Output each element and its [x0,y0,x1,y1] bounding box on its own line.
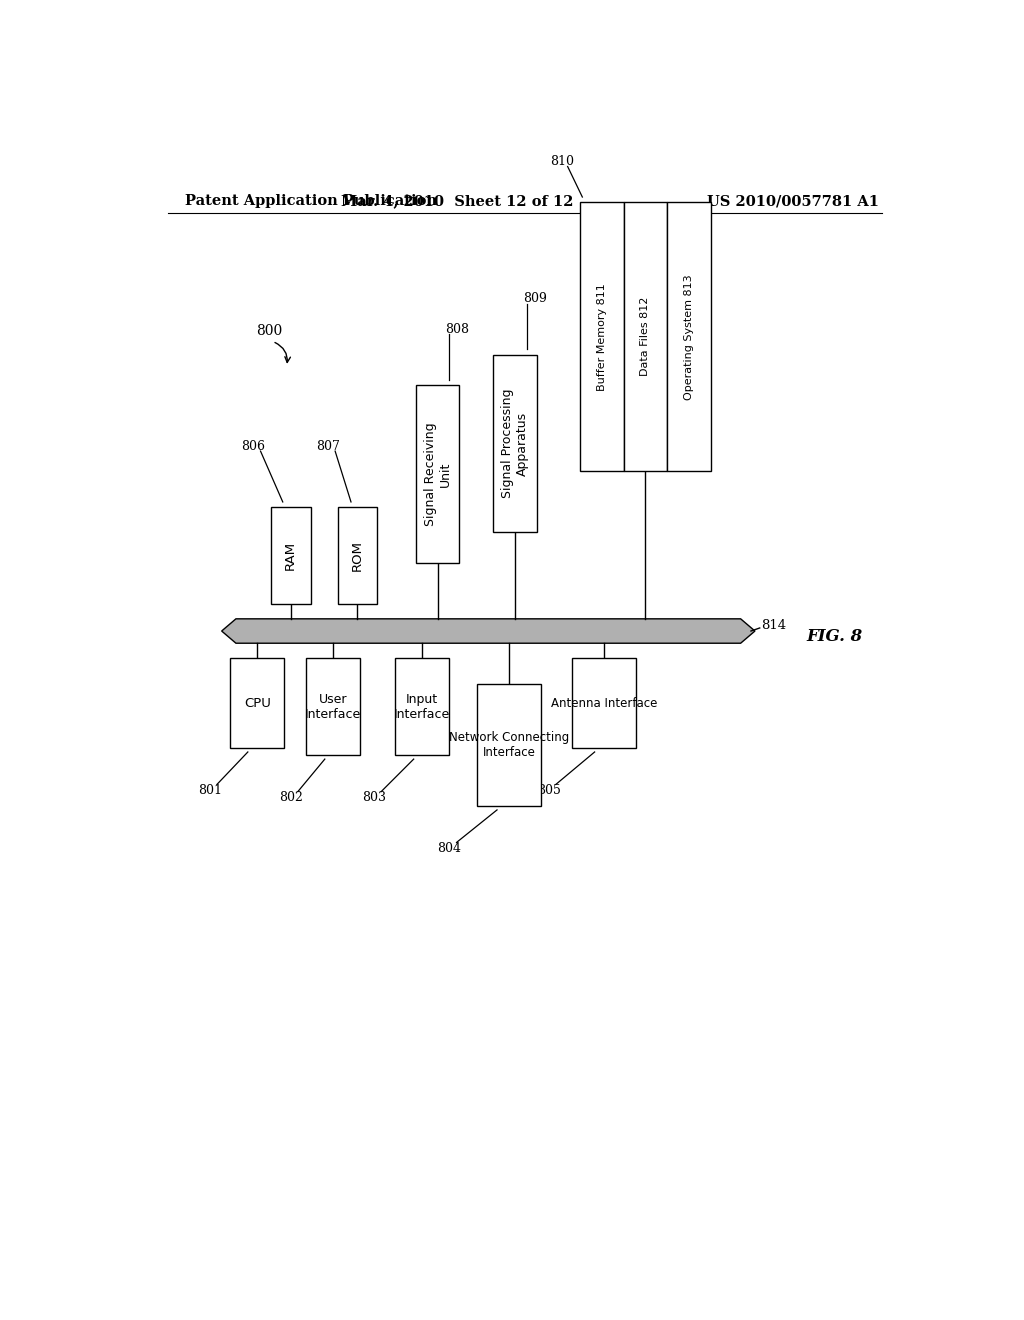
Text: CPU: CPU [244,697,270,710]
Text: 801: 801 [198,784,222,797]
Text: 814: 814 [761,619,786,632]
FancyBboxPatch shape [494,355,538,532]
Text: 809: 809 [523,292,547,305]
FancyBboxPatch shape [394,659,449,755]
Polygon shape [221,619,755,643]
FancyBboxPatch shape [230,659,285,748]
FancyBboxPatch shape [624,202,668,471]
FancyBboxPatch shape [668,202,711,471]
Text: 804: 804 [437,842,462,855]
Text: User
Interface: User Interface [304,693,360,721]
Text: Operating System 813: Operating System 813 [684,275,694,400]
Text: 803: 803 [362,791,386,804]
Text: 805: 805 [537,784,560,797]
Text: RAM: RAM [285,541,297,570]
FancyBboxPatch shape [306,659,359,755]
Text: Signal Receiving
Unit: Signal Receiving Unit [424,422,452,525]
Text: FIG. 8: FIG. 8 [807,627,863,644]
Text: ROM: ROM [351,540,364,570]
Text: Patent Application Publication: Patent Application Publication [185,194,437,209]
FancyBboxPatch shape [580,202,624,471]
FancyBboxPatch shape [416,385,460,562]
Text: US 2010/0057781 A1: US 2010/0057781 A1 [708,194,880,209]
Text: Data Files 812: Data Files 812 [640,297,650,376]
Text: Signal Processing
Apparatus: Signal Processing Apparatus [502,389,529,498]
Text: 810: 810 [550,154,574,168]
FancyBboxPatch shape [270,507,310,603]
Text: Antenna Interface: Antenna Interface [551,697,657,710]
Text: 808: 808 [445,322,469,335]
Text: Mar. 4, 2010  Sheet 12 of 12: Mar. 4, 2010 Sheet 12 of 12 [341,194,573,209]
Text: 802: 802 [279,791,303,804]
FancyBboxPatch shape [477,684,541,805]
FancyBboxPatch shape [338,507,377,603]
Text: 807: 807 [316,440,340,453]
Text: Buffer Memory 811: Buffer Memory 811 [597,282,607,391]
Text: Network Connecting
Interface: Network Connecting Interface [449,731,569,759]
Text: 800: 800 [257,325,283,338]
FancyBboxPatch shape [572,659,636,748]
Text: 806: 806 [242,440,265,453]
Text: Input
Interface: Input Interface [393,693,450,721]
